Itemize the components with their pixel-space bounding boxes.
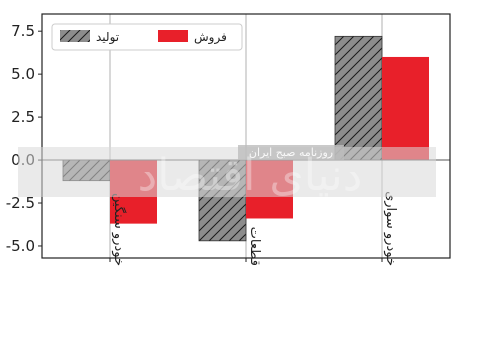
x-tick-label: قطعات <box>247 227 262 266</box>
y-tick-label: 5.0 <box>11 65 35 83</box>
watermark-caption-box <box>238 145 344 160</box>
watermark-caption: روزنامه صبح ایران <box>249 146 333 159</box>
bar-sales <box>382 56 429 161</box>
watermark: روزنامه صبح ایران دنیای اقتصاد <box>18 145 436 201</box>
legend-swatch-sales <box>158 30 188 42</box>
watermark-brand: دنیای اقتصاد <box>138 150 363 201</box>
y-tick-label: -2.5 <box>6 194 35 212</box>
y-tick-label: 7.5 <box>11 22 35 40</box>
legend-label-sales: فروش <box>194 30 227 45</box>
legend-label-production: تولید <box>96 30 119 45</box>
legend: تولید فروش <box>51 23 243 51</box>
y-tick-label: -5.0 <box>6 237 35 255</box>
x-axis: خودرو سنگین قطعات خودرو سواری <box>109 191 398 266</box>
watermark-band <box>18 147 436 197</box>
x-tick-label: خودرو سواری <box>383 191 398 266</box>
x-tick-label: خودرو سنگین <box>111 193 127 266</box>
y-tick-label: 2.5 <box>11 108 35 126</box>
y-axis: -5.0-2.50.02.55.07.5 <box>6 22 42 255</box>
legend-swatch-production <box>60 30 90 42</box>
bar-production <box>334 35 383 161</box>
legend-box <box>51 23 243 51</box>
